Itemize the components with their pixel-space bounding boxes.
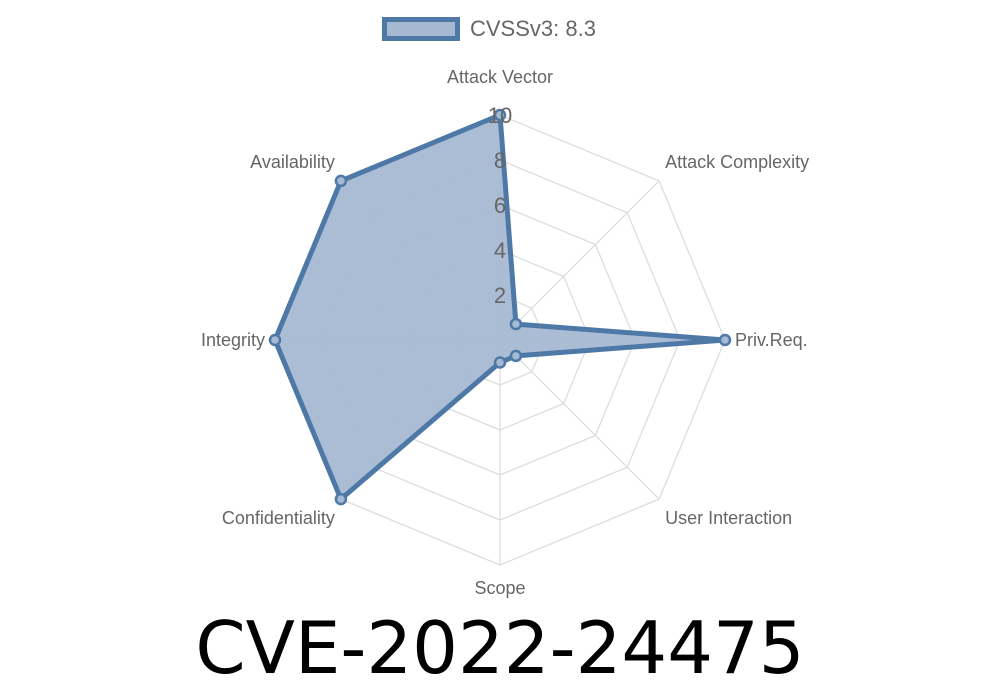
- legend: CVSSv3: 8.3: [382, 16, 596, 42]
- data-point: [493, 108, 507, 122]
- axis-label: User Interaction: [665, 508, 792, 528]
- axis-label: Attack Vector: [447, 67, 553, 87]
- data-point: [509, 349, 523, 363]
- tick-label: 4: [494, 238, 506, 263]
- axis-line: [499, 180, 660, 341]
- data-point: [493, 356, 507, 369]
- axis-label: Scope: [474, 578, 525, 598]
- axis-label: Availability: [250, 152, 335, 172]
- legend-swatch: [382, 17, 460, 41]
- axis-label: Integrity: [201, 330, 265, 350]
- axis-line: [499, 339, 660, 500]
- data-point: [334, 174, 348, 188]
- axis-label: Attack Complexity: [665, 152, 809, 172]
- data-point: [509, 317, 523, 331]
- axis-label: Confidentiality: [222, 508, 335, 528]
- tick-label: 6: [494, 193, 506, 218]
- data-point: [718, 333, 732, 347]
- chart-title: CVE-2022-24475: [195, 606, 805, 690]
- tick-label: 10: [488, 103, 512, 128]
- legend-label: CVSSv3: 8.3: [470, 16, 596, 41]
- tick-label: 2: [494, 283, 506, 308]
- tick-label: 8: [494, 148, 506, 173]
- data-point: [334, 492, 348, 506]
- data-point: [268, 333, 282, 347]
- axis-label: Priv.Req.: [735, 330, 808, 350]
